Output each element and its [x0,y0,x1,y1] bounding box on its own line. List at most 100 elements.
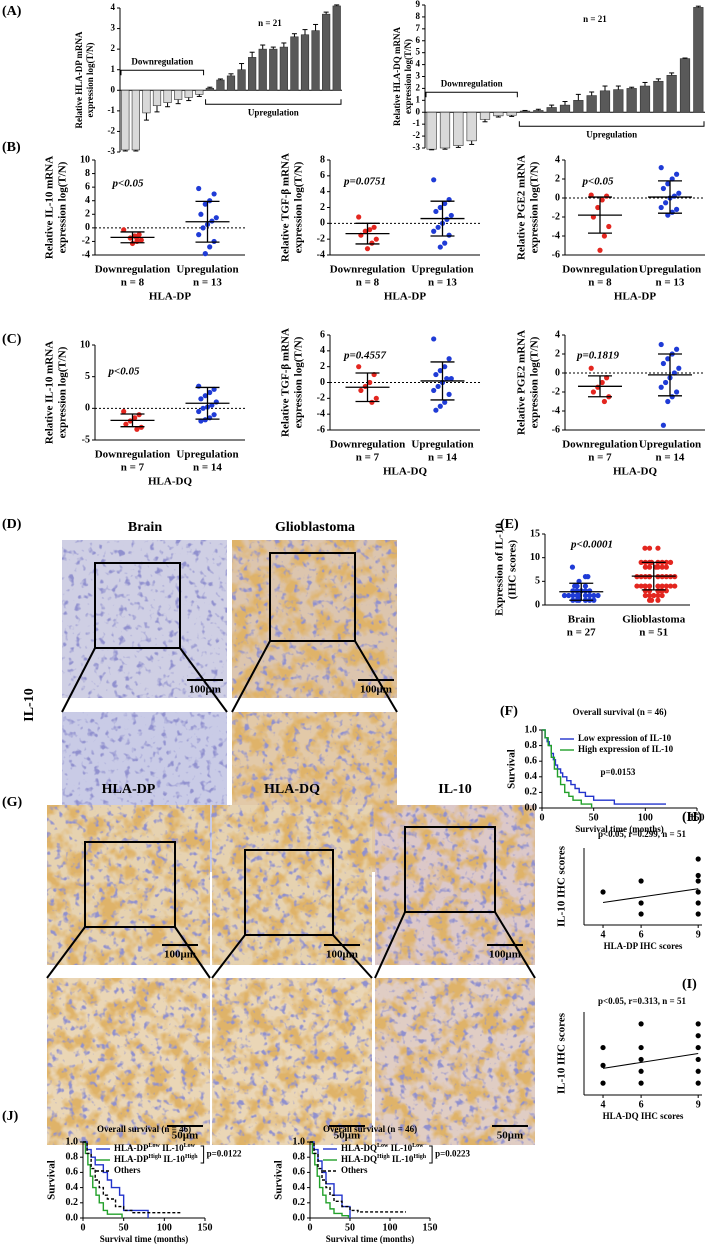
column-title: IL-10 [438,782,471,797]
bar [599,90,611,113]
y-tick-label: 15 [530,528,540,539]
zoom-line [231,640,271,713]
data-point [121,227,127,233]
data-point [658,384,664,390]
data-point [674,171,680,177]
data-point [646,583,653,589]
bar [626,88,637,113]
column-title: HLA-DP [102,782,156,797]
bar [693,7,704,113]
y-tick-label: 1.0 [525,724,538,735]
x-tick-label: 100 [383,1222,398,1233]
x-tick-label: Downregulation [562,264,638,276]
x-axis-label: Survival time (months) [100,1234,189,1244]
x-tick-label: Downregulation [330,439,406,451]
y-axis-label: Survival [506,749,518,789]
legend-label: HLA-DPHigh IL-10High [114,1154,198,1164]
bar [290,36,299,91]
data-point [676,365,682,371]
x-tick-note: n = 14 [193,462,222,474]
x-tick-label: Upregulation [639,439,701,451]
data-point [198,211,204,217]
y-axis-label: expression log(T/N) [403,39,413,114]
y-tick-label: 2 [416,82,421,92]
y-tick-label: 1 [111,64,116,74]
y-axis-label: Relative TGF-β mRNA [280,328,292,437]
annotation: p=0.4557 [343,350,387,362]
x-tick-label: 9 [696,1099,701,1110]
y-tick-label: -6 [552,249,560,260]
scale-label: 100μm [489,949,521,961]
y-tick-label: 0.0 [66,1212,79,1223]
legend-label: Others [341,1165,368,1175]
data-point [663,559,669,566]
x-tick-label: Glioblastoma [622,614,685,626]
x-tick-label: 50 [345,1222,355,1233]
y-tick-label: 4 [555,329,560,340]
data-point [695,1044,701,1051]
x-tick-label: 150 [690,812,705,823]
data-point [373,395,379,401]
y-tick-label: -4 [317,249,325,260]
data-point [638,878,644,884]
y-axis-label: Expression of IL-10 [494,523,506,616]
nuclei [62,540,227,698]
x-tick-label: Upregulation [411,264,473,276]
x-axis-label: HLA-DP [614,291,656,303]
y-tick-label: 0 [85,222,90,233]
y-axis-label: Relative HLA-DP mRNA [74,31,84,128]
y-tick-label: -4 [317,408,325,419]
data-point [431,177,437,183]
data-point [658,204,664,211]
y-tick-label: -6 [317,424,325,435]
y-tick-label: 0.6 [525,755,538,766]
data-point [442,240,448,246]
data-point [655,597,661,603]
y-tick-label: 4 [111,2,116,12]
x-axis-label: HLA-DQ [148,476,192,488]
data-point [121,408,127,415]
data-point [196,232,202,238]
y-tick-label: -3 [413,142,421,152]
bar [131,89,140,151]
data-point [642,588,648,594]
y-tick-label: 0.2 [293,1197,306,1208]
survival-curve [83,1141,181,1214]
data-point [638,1021,644,1027]
x-tick-note: n = 7 [588,452,612,464]
legend-label: HLA-DQLow IL-10Low [341,1143,424,1153]
data-point [642,545,648,551]
y-tick-label: 0.0 [293,1212,306,1223]
y-axis-label: Relative HLA-DQ mRNA [392,27,402,126]
legend-label: HLA-DPLow IL-10Low [114,1143,196,1153]
fit-line [602,1053,699,1069]
x-tick-note: n = 13 [656,277,685,289]
data-point [651,592,657,599]
panel-label: (C) [2,332,22,347]
data-point [448,375,454,382]
y-tick-label: 3 [416,71,421,81]
zoom-box [269,552,356,642]
y-tick-label: -1 [413,118,421,128]
data-point [356,214,362,220]
bar [216,79,225,91]
x-tick-label: Downregulation [95,449,171,461]
annotation: p<0.05 [581,176,614,188]
y-tick-label: 2 [85,209,90,220]
chart-title: Overall survival (n = 46) [572,707,666,717]
data-point [574,583,580,589]
data-point [642,564,648,570]
data-point [200,405,206,411]
y-axis-label: expression log(T/N) [529,336,541,428]
legend-bracket [200,1145,205,1164]
y-tick-label: 0 [85,403,90,414]
data-point [638,1044,644,1051]
bar [439,111,451,149]
x-tick-label: Downregulation [95,264,171,276]
y-axis-label: IL-10 IHC scores [556,1012,568,1094]
bar [679,58,691,113]
y-tick-label: 8 [416,11,421,21]
data-point [646,592,653,599]
bar [653,80,664,113]
annotation: p=0.0751 [343,176,386,188]
